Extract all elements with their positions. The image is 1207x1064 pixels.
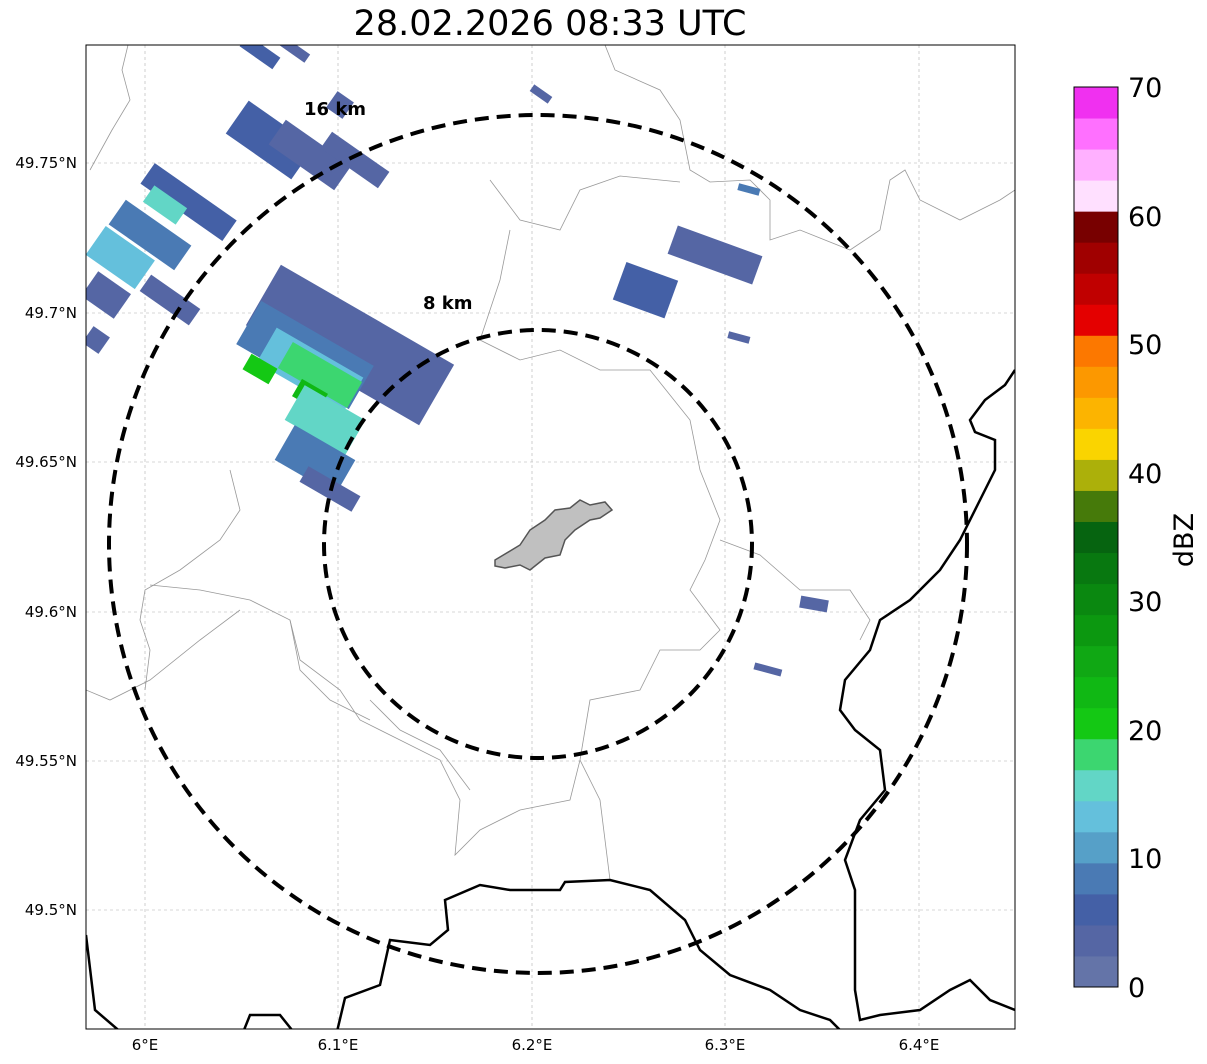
colorbar-segment — [1074, 149, 1118, 181]
colorbar-segment — [1074, 645, 1118, 678]
colorbar-segment — [1074, 862, 1118, 895]
colorbar-segment — [1074, 614, 1118, 647]
gridlines — [86, 45, 1015, 1029]
ring-label-16km: 16 km — [304, 99, 366, 120]
colorbar-frame — [1073, 86, 1119, 988]
y-tick-label: 49.6°N — [25, 603, 77, 621]
colorbar-segment — [1074, 211, 1118, 243]
colorbar-segment — [1074, 304, 1118, 336]
colorbar-ticks: 70 60 50 40 30 20 10 0 — [1128, 73, 1162, 1004]
colorbar-tick-label: 40 — [1128, 459, 1162, 490]
colorbar-segment — [1074, 769, 1118, 802]
colorbar-segment — [1074, 831, 1118, 864]
colorbar-segment — [1074, 521, 1118, 554]
x-tick-label: 6.4°E — [899, 1036, 940, 1054]
range-ring-16km — [107, 113, 969, 975]
colorbar-unit-label: dBZ — [1169, 513, 1200, 567]
colorbar-segment — [1074, 180, 1118, 212]
colorbar-segment — [1074, 490, 1118, 522]
range-ring-8km — [322, 328, 754, 760]
colorbar-tick-label: 30 — [1128, 587, 1162, 618]
colorbar-segment — [1074, 87, 1118, 119]
colorbar-segment — [1074, 676, 1118, 709]
map-title: 28.02.2026 08:33 UTC — [353, 4, 747, 44]
colorbar-tick-label: 20 — [1128, 716, 1162, 747]
colorbar-segment — [1074, 552, 1118, 585]
y-tick-label: 49.55°N — [15, 752, 77, 770]
x-tick-label: 6°E — [132, 1036, 159, 1054]
colorbar-tick-label: 10 — [1128, 844, 1162, 875]
colorbar-segment — [1074, 459, 1118, 491]
colorbar-tick-label: 70 — [1128, 73, 1162, 104]
colorbar-segment — [1074, 800, 1118, 833]
colorbar-segment — [1074, 273, 1118, 305]
y-tick-label: 49.65°N — [15, 453, 77, 471]
y-tick-label: 49.75°N — [15, 154, 77, 172]
colorbar-segment — [1074, 583, 1118, 616]
colorbar-tick-label: 60 — [1128, 202, 1162, 233]
y-tick-label: 49.5°N — [25, 901, 77, 919]
x-axis-ticks: 6°E 6.1°E 6.2°E 6.3°E 6.4°E — [132, 1036, 940, 1054]
national-borders — [86, 369, 1015, 1029]
colorbar-segment — [1074, 366, 1118, 398]
colorbar-segment — [1074, 118, 1118, 150]
colorbar-tick-label: 0 — [1128, 973, 1145, 1004]
x-tick-label: 6.2°E — [512, 1036, 553, 1054]
x-tick-label: 6.1°E — [318, 1036, 359, 1054]
colorbar-segment — [1074, 893, 1118, 926]
y-tick-label: 49.7°N — [25, 304, 77, 322]
colorbar-segment — [1074, 738, 1118, 771]
colorbar-tick-label: 50 — [1128, 330, 1162, 361]
colorbar-segment — [1074, 335, 1118, 367]
colorbar-segment — [1074, 924, 1118, 957]
colorbar-segment — [1074, 955, 1118, 988]
radar-echoes — [86, 45, 829, 677]
colorbar-segment — [1074, 428, 1118, 460]
colorbar-segment — [1074, 397, 1118, 429]
colorbar-segment — [1074, 242, 1118, 274]
y-axis-ticks: 49.75°N 49.7°N 49.65°N 49.6°N 49.55°N 49… — [15, 154, 77, 919]
city-outline — [494, 499, 614, 571]
ring-label-8km: 8 km — [423, 293, 473, 314]
colorbar — [1074, 87, 1118, 988]
x-tick-label: 6.3°E — [705, 1036, 746, 1054]
map-frame — [85, 44, 1016, 1030]
colorbar-segment — [1074, 707, 1118, 740]
